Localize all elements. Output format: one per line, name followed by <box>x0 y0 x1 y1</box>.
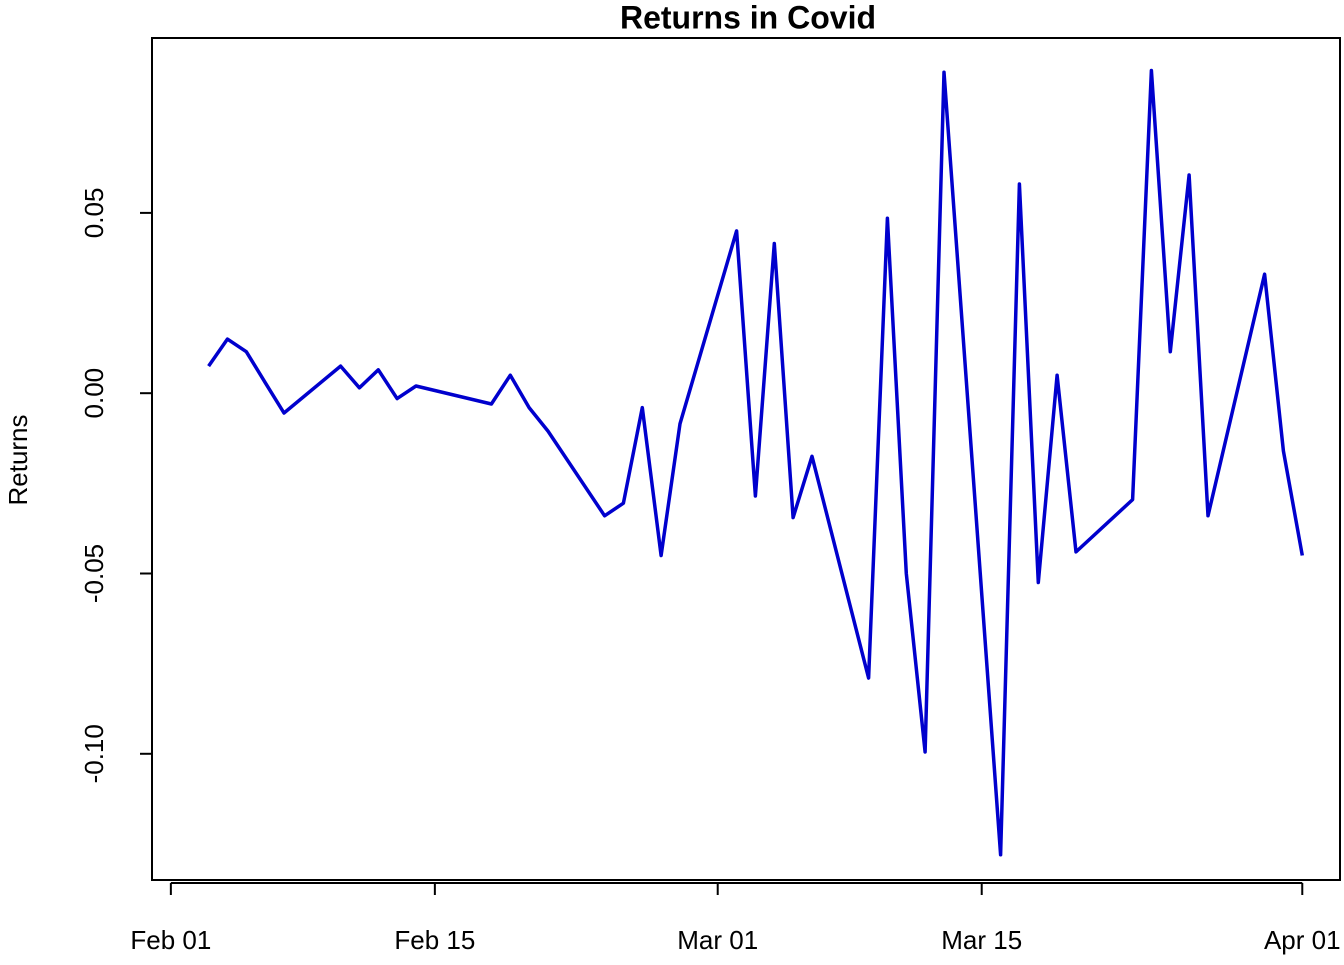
plot-box <box>151 37 1341 881</box>
x-tick-label: Mar 15 <box>941 925 1022 955</box>
chart-title: Returns in Covid <box>620 0 876 35</box>
x-tick-label: Feb 15 <box>394 925 475 955</box>
x-tick-label: Apr 01 <box>1264 925 1341 955</box>
x-tick-label: Feb 01 <box>130 925 211 955</box>
x-tick-label: Mar 01 <box>677 925 758 955</box>
line <box>207 68 1305 857</box>
y-axis-label: Returns <box>3 414 33 505</box>
y-tick-label: -0.05 <box>79 544 109 603</box>
y-tick-label: 0.00 <box>79 368 109 419</box>
y-tick-label: -0.10 <box>79 724 109 783</box>
y-tick-label: 0.05 <box>79 188 109 239</box>
